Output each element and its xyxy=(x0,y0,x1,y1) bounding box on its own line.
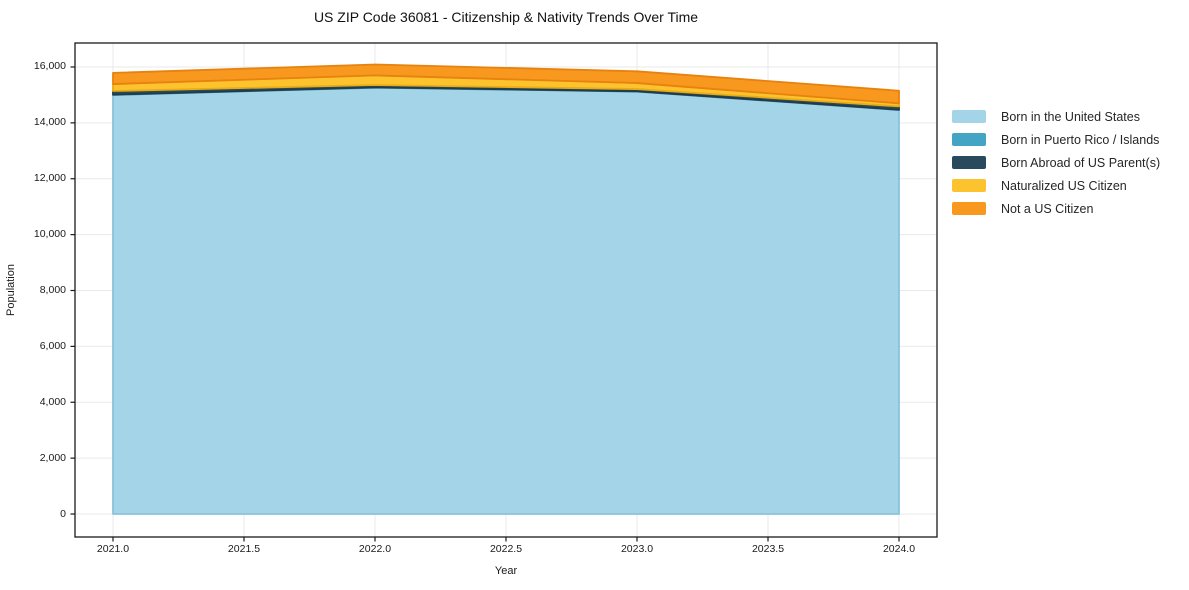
x-tick-label: 2024.0 xyxy=(882,543,916,555)
legend-swatch xyxy=(952,156,986,169)
legend-swatch xyxy=(952,179,986,192)
legend-label: Naturalized US Citizen xyxy=(1001,178,1127,193)
y-tick-label: 4,000 xyxy=(39,395,66,408)
y-tick-label: 8,000 xyxy=(39,284,66,296)
legend: Born in the United States Born in Puerto … xyxy=(952,105,1188,220)
y-axis-label: Population xyxy=(5,264,17,316)
x-tick-label: 2023.5 xyxy=(751,543,785,555)
y-tick-label: 12,000 xyxy=(33,172,66,185)
x-tick-label: 2023.0 xyxy=(620,543,654,555)
legend-swatch xyxy=(952,202,986,215)
legend-item: Born in the United States xyxy=(952,105,1188,128)
area-series-not-a-us-citizen xyxy=(112,63,900,105)
legend-item: Naturalized US Citizen xyxy=(952,174,1188,197)
legend-item: Born in Puerto Rico / Islands xyxy=(952,128,1188,151)
x-axis-label: Year xyxy=(494,565,518,577)
y-tick-label: 14,000 xyxy=(33,116,66,129)
area-series-born-in-the-united-states xyxy=(112,86,900,515)
legend-swatch xyxy=(952,133,986,146)
chart-title: US ZIP Code 36081 - Citizenship & Nativi… xyxy=(313,9,699,25)
y-tick-label: 10,000 xyxy=(33,228,66,241)
legend-swatch xyxy=(952,110,986,123)
legend-item: Born Abroad of US Parent(s) xyxy=(952,151,1188,174)
legend-label: Born in the United States xyxy=(1001,109,1140,124)
x-tick-label: 2022.5 xyxy=(489,543,523,555)
x-tick-label: 2021.5 xyxy=(227,543,261,555)
x-tick-label: 2022.0 xyxy=(358,543,392,555)
legend-item: Not a US Citizen xyxy=(952,197,1188,220)
legend-label: Born Abroad of US Parent(s) xyxy=(1001,155,1161,170)
y-tick-label: 16,000 xyxy=(33,60,66,73)
x-tick-label: 2021.0 xyxy=(96,543,130,555)
y-tick-label: 2,000 xyxy=(39,451,66,464)
y-tick-label: 0 xyxy=(60,507,66,520)
legend-label: Not a US Citizen xyxy=(1001,201,1094,216)
stacked-area-chart xyxy=(70,42,938,542)
y-tick-label: 6,000 xyxy=(39,339,66,352)
legend-label: Born in Puerto Rico / Islands xyxy=(1001,132,1160,147)
